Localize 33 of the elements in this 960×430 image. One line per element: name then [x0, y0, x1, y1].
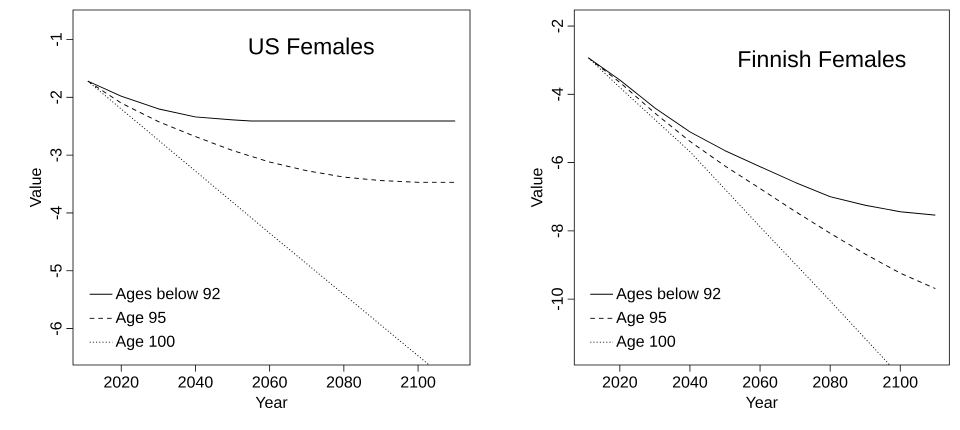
x-tick-label: 2040 [672, 376, 708, 388]
y-tick-label: -6 [50, 322, 62, 335]
x-tick-label: 2080 [326, 376, 362, 388]
y-tick-label: -3 [50, 148, 62, 162]
x-tick-label: 2060 [252, 376, 287, 388]
x-tick-label: 2020 [104, 376, 138, 388]
x-tick-label: 2080 [813, 376, 848, 388]
y-tick-label: -4 [50, 206, 62, 220]
legend-label: Ages below 92 [616, 287, 720, 302]
y-tick-label: -6 [552, 156, 563, 169]
x-axis-title: Year [256, 396, 288, 408]
x-tick-label: 2100 [401, 376, 436, 388]
y-tick-label: -4 [552, 88, 563, 101]
y-tick-label: -10 [552, 288, 563, 310]
legend-label: Ages below 92 [116, 287, 220, 302]
y-tick-label: -5 [50, 264, 62, 278]
x-tick-label: 2040 [178, 376, 213, 388]
x-tick-label: 2100 [883, 376, 918, 388]
y-axis-title: Value [530, 168, 542, 208]
y-tick-label: -2 [50, 90, 62, 104]
legend-label: Age 95 [116, 312, 166, 326]
y-tick-label: -8 [552, 224, 563, 238]
y-tick-label: -1 [50, 33, 62, 46]
legend-label: Age 100 [116, 336, 175, 350]
y-axis-title: Value [29, 168, 42, 208]
x-tick-label: 2060 [743, 376, 778, 388]
legend-label: Age 95 [616, 312, 666, 326]
text: Finnish Females [739, 50, 906, 68]
y-tick-label: -2 [552, 20, 563, 32]
x-axis-title: Year [746, 396, 778, 408]
legend-label: Age 100 [616, 336, 676, 350]
text: US Females [250, 38, 374, 54]
x-tick-label: 2020 [602, 376, 638, 388]
